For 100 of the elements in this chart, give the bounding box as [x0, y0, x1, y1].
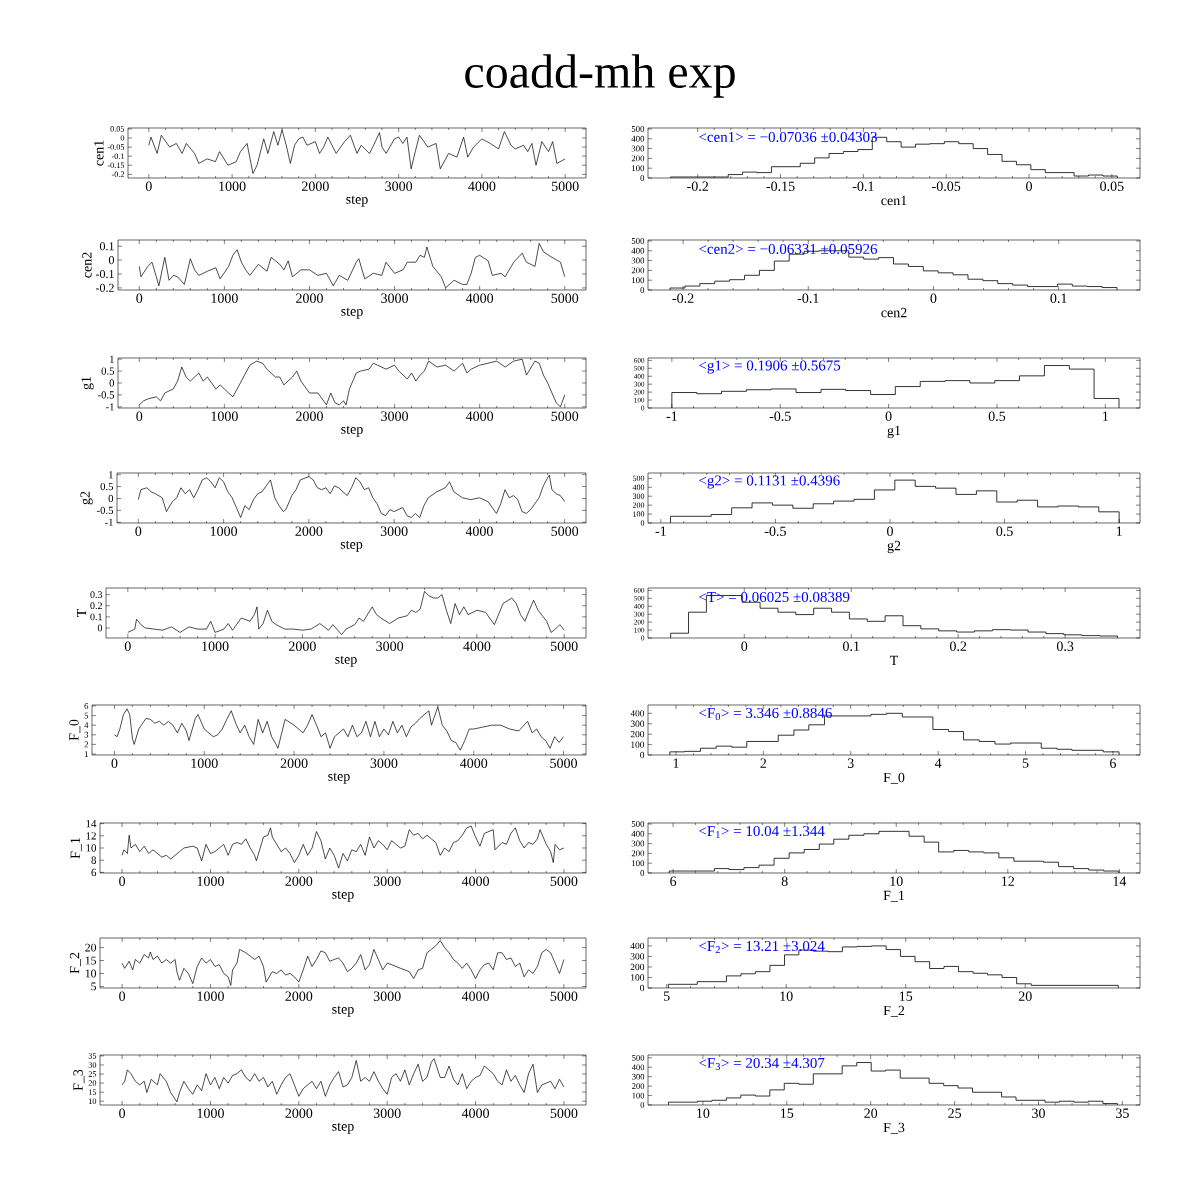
annotation: <F$_{3}$> = 20.34 ±4.307	[699, 1057, 825, 1071]
x-tick-label: 4000	[465, 293, 494, 303]
y-tick-label: 10	[85, 969, 97, 978]
y-tick-label: 15	[89, 1089, 97, 1095]
y-tick-label: 10	[89, 1098, 97, 1104]
y-tick-label: 200	[631, 267, 645, 274]
y-tick-label: 6	[91, 868, 97, 877]
y-tick-label: 0.2	[90, 602, 102, 610]
y-tick-label: -0.2	[111, 171, 125, 178]
x-tick-label: 2000	[285, 991, 313, 1001]
y-tick-label: 0.05	[110, 126, 125, 132]
x-tick-label: 5000	[551, 411, 579, 421]
x-tick-label: 1000	[197, 876, 224, 886]
x-axis-title: step	[328, 772, 350, 784]
y-tick-label: 0	[640, 175, 645, 181]
x-tick-label: 1000	[210, 526, 238, 536]
y-tick-label: 12	[86, 832, 96, 840]
x-tick-label: 2000	[285, 1108, 313, 1118]
x-axis-title: step	[335, 655, 357, 667]
y-tick-label: 20	[88, 1080, 97, 1086]
x-axis-title: step	[341, 307, 363, 319]
x-tick-label: -1	[666, 411, 677, 421]
y-tick-label: 100	[632, 860, 645, 867]
chart-title: coadd-mh exp	[465, 54, 735, 98]
y-tick-label: 300	[632, 493, 645, 499]
x-tick-label: 1	[673, 758, 679, 768]
x-tick-label: 5	[1022, 758, 1029, 768]
y-tick-label: 500	[632, 475, 645, 482]
x-tick-label: 4000	[461, 876, 490, 886]
x-axis-title: F_1	[883, 890, 905, 902]
y-axis-title: T	[76, 608, 87, 618]
x-tick-label: 3	[847, 758, 854, 768]
y-axis-title: F_1	[70, 837, 82, 859]
y-tick-label: 10	[86, 844, 97, 852]
x-tick-label: 0.1	[1050, 293, 1067, 304]
y-tick-label: -0.1	[95, 269, 114, 279]
x-axis-title: step	[332, 890, 354, 902]
y-tick-label: 400	[632, 484, 645, 490]
x-tick-label: 2000	[296, 411, 323, 421]
y-tick-label: 400	[631, 135, 645, 142]
y-tick-label: 0.3	[90, 591, 103, 599]
y-tick-label: 500	[632, 1054, 645, 1061]
y-tick-label: -0.1	[111, 153, 124, 159]
y-tick-label: 200	[632, 1083, 645, 1089]
y-axis-title: F_3	[73, 1069, 85, 1091]
x-tick-label: 3000	[370, 758, 398, 768]
annotation: <g1> = 0.1906 ±0.5675	[699, 360, 841, 374]
x-axis-title: step	[346, 195, 368, 207]
y-axis-title: cen2	[82, 252, 92, 278]
y-tick-label: 0.1	[90, 613, 102, 621]
x-tick-label: 0	[1026, 181, 1032, 191]
y-tick-label: 25	[88, 1071, 97, 1077]
x-tick-label: 35	[1116, 1108, 1129, 1118]
y-tick-label: 200	[631, 155, 645, 162]
y-tick-label: 100	[631, 974, 645, 981]
x-axis-title: step	[340, 540, 363, 552]
x-axis-title: step	[341, 425, 363, 437]
y-tick-label: 500	[631, 821, 645, 827]
x-tick-label: 0	[930, 293, 937, 303]
y-tick-label: 0.5	[101, 367, 115, 375]
x-tick-label: 0	[135, 526, 142, 536]
x-axis-title: cen1	[881, 195, 907, 206]
x-tick-label: 15	[899, 991, 913, 1001]
x-tick-label: 2000	[301, 181, 329, 191]
y-tick-label: 30	[88, 1062, 97, 1068]
x-tick-label: -0.1	[797, 293, 819, 304]
x-tick-label: 5000	[551, 293, 579, 303]
x-tick-label: 0	[136, 293, 143, 303]
y-tick-label: 0	[108, 494, 114, 503]
x-tick-label: 1000	[211, 293, 238, 303]
annotation: <F$_{0}$> = 3.346 ±0.8846	[699, 707, 832, 721]
y-tick-label: 0	[108, 256, 115, 265]
y-tick-label: 300	[631, 145, 645, 152]
x-tick-label: 5000	[550, 991, 578, 1001]
line-series	[121, 940, 565, 986]
x-tick-label: 3000	[381, 293, 409, 303]
x-tick-label: 5000	[550, 758, 578, 768]
x-tick-label: -0.5	[769, 411, 791, 422]
y-tick-label: 20	[85, 943, 97, 952]
x-tick-label: 0.3	[1056, 641, 1074, 652]
x-axis-title: F_0	[883, 772, 905, 784]
x-tick-label: 0	[145, 181, 152, 191]
x-tick-label: 1	[1116, 526, 1122, 536]
x-tick-label: 3000	[373, 1108, 401, 1118]
x-tick-label: 4000	[463, 641, 491, 651]
x-tick-label: -1	[655, 526, 666, 536]
x-tick-label: 4000	[465, 411, 494, 421]
y-tick-label: 200	[630, 730, 645, 738]
y-tick-label: 6	[84, 703, 89, 709]
x-tick-label: 3000	[376, 641, 404, 651]
y-tick-label: 0	[640, 1102, 645, 1108]
x-tick-label: 20	[1018, 991, 1032, 1001]
y-tick-label: 15	[85, 956, 97, 965]
x-tick-label: 4000	[465, 526, 493, 536]
y-tick-label: 100	[631, 741, 645, 748]
x-tick-label: 6	[670, 876, 677, 886]
x-axis-title: step	[332, 1005, 354, 1017]
y-tick-label: 400	[630, 710, 645, 717]
y-axis-title: g2	[80, 491, 93, 505]
x-tick-label: 0	[885, 411, 892, 421]
